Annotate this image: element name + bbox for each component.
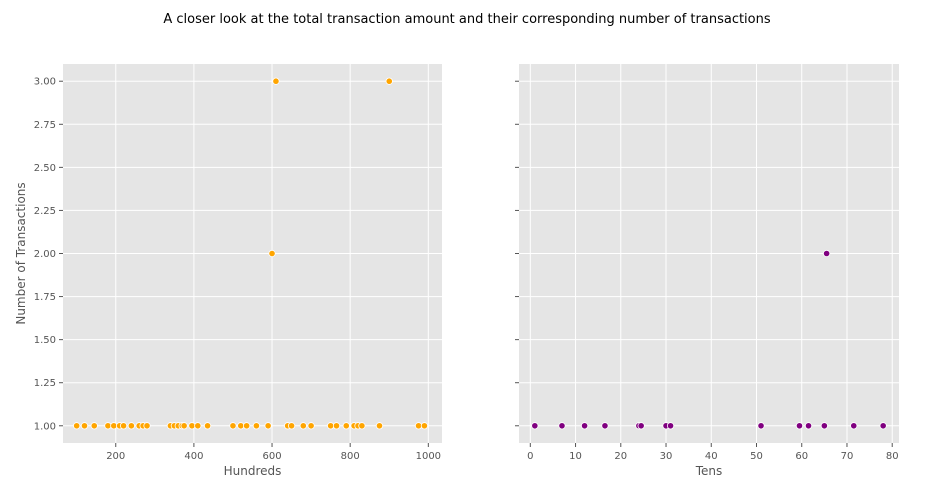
x-tick-label: 800 xyxy=(341,451,360,462)
x-tick-label: 80 xyxy=(886,451,899,462)
scatter-point xyxy=(850,422,858,430)
y-tick-label: 2.75 xyxy=(34,120,56,131)
scatter-point xyxy=(80,422,89,430)
scatter-point xyxy=(666,422,675,430)
scatter-point xyxy=(119,422,128,430)
scatter-panel-hundreds: 200 400 600 800 1000 1.00 1.25 1.50 1.75 2.00 2.25… xyxy=(14,64,442,478)
scatter-point xyxy=(299,422,307,430)
scatter-point xyxy=(601,422,609,430)
scatter-point xyxy=(358,422,366,430)
x-tick-label: 10 xyxy=(569,451,582,462)
scatter-point xyxy=(264,422,272,430)
scatter-point xyxy=(820,422,828,430)
scatter-point xyxy=(879,422,887,430)
y-axis-label: Number of Transactions xyxy=(14,182,28,324)
x-tick-label: 400 xyxy=(184,451,203,462)
scatter-point xyxy=(795,422,804,430)
scatter-point xyxy=(580,422,589,430)
scatter-point xyxy=(332,422,341,430)
scatter-point xyxy=(104,422,112,430)
y-tick-label: 1.00 xyxy=(34,421,56,432)
scatter-point xyxy=(375,422,384,430)
scatter-panel-tens: 0 10 20 30 40 50 60 70 80 Tens xyxy=(515,64,899,478)
figure-title: A closer look at the total transaction a… xyxy=(163,12,771,27)
scatter-point xyxy=(327,422,335,430)
scatter-point xyxy=(287,422,296,430)
x-tick-label: 0 xyxy=(527,451,533,462)
scatter-point xyxy=(237,422,245,430)
scatter-point xyxy=(110,422,118,430)
y-tick-label: 1.50 xyxy=(34,335,56,346)
scatter-point xyxy=(342,422,350,430)
scatter-point xyxy=(127,422,135,430)
scatter-point xyxy=(203,422,212,430)
scatter-point xyxy=(637,422,645,430)
x-tick-label: 50 xyxy=(750,451,763,462)
y-tick-label: 2.25 xyxy=(34,206,56,217)
x-tick-label: 20 xyxy=(614,451,627,462)
x-tick-label: 40 xyxy=(705,451,718,462)
y-tick-label: 1.25 xyxy=(34,378,56,389)
scatter-point xyxy=(180,422,188,430)
x-tick-label: 30 xyxy=(660,451,673,462)
scatter-point xyxy=(531,422,539,430)
scatter-point xyxy=(757,422,765,430)
scatter-point xyxy=(229,422,237,430)
scatter-point xyxy=(73,422,81,430)
scatter-point xyxy=(385,77,393,85)
scatter-point xyxy=(307,422,315,430)
x-tick-label: 1000 xyxy=(416,451,441,462)
scatter-point xyxy=(823,249,831,258)
scatter-point xyxy=(804,422,813,430)
scatter-point xyxy=(268,249,276,258)
x-axis-label: Tens xyxy=(695,464,723,478)
scatter-point xyxy=(414,422,423,430)
x-axis-label: Hundreds xyxy=(224,464,282,478)
x-tick-label: 60 xyxy=(795,451,808,462)
scatter-point xyxy=(252,422,261,430)
scatter-point xyxy=(272,77,280,85)
y-tick-label: 1.75 xyxy=(34,292,56,303)
scatter-point xyxy=(90,422,98,430)
scatter-point xyxy=(558,422,566,430)
scatter-point xyxy=(243,422,251,430)
y-tick-label: 2.00 xyxy=(34,249,56,260)
y-tick-label: 2.50 xyxy=(34,163,56,174)
scatter-point xyxy=(188,422,196,430)
x-tick-label: 600 xyxy=(262,451,281,462)
scatter-point xyxy=(194,422,202,430)
scatter-point xyxy=(143,422,151,430)
y-tick-label: 3.00 xyxy=(34,77,56,88)
scatter-point xyxy=(420,422,429,430)
x-tick-label: 200 xyxy=(106,451,125,462)
x-tick-label: 70 xyxy=(841,451,854,462)
